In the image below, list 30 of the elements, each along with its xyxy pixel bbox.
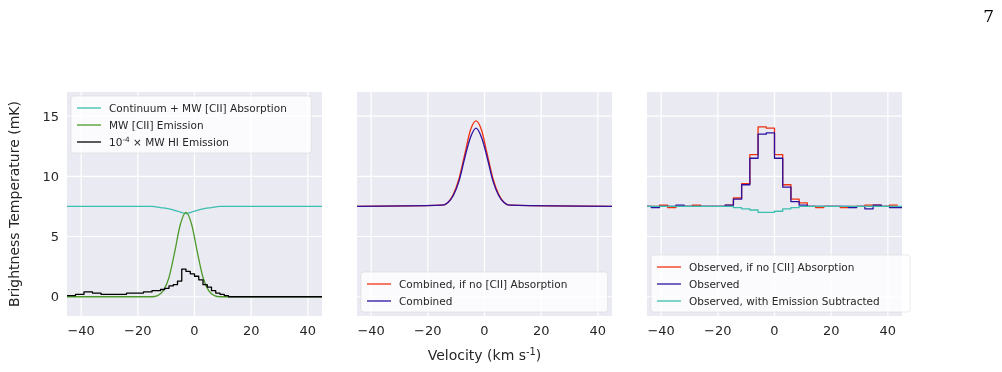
legend-label: Combined, if no [CII] Absorption (399, 278, 568, 290)
x-tick-label: 20 (822, 323, 840, 338)
y-tick-label: 10 (42, 168, 59, 184)
x-tick-label: 0 (770, 323, 779, 338)
legend-label: Observed, if no [CII] Absorption (689, 261, 855, 273)
legend-label: Combined (399, 295, 453, 307)
y-tick-label: 15 (42, 108, 59, 124)
legend-label: Observed, with Emission Subtracted (689, 295, 880, 307)
x-tick-label: 40 (589, 323, 607, 338)
legend-label: 10$^{-4}$ × MW HI Emission (109, 134, 230, 148)
x-tick-label: −20 (414, 323, 442, 338)
x-tick-label: 0 (480, 323, 489, 338)
y-tick-label: 5 (50, 229, 59, 245)
x-tick-label: −40 (647, 323, 675, 338)
x-tick-label: −40 (67, 323, 95, 338)
x-tick-label: 20 (242, 323, 260, 338)
legend-label: MW [CII] Emission (109, 119, 204, 131)
y-axis-title: Brightness Temperature (mK) (6, 101, 22, 307)
x-tick-label: 0 (190, 323, 199, 338)
y-tick-label: 0 (50, 289, 59, 305)
legend-label: Observed (689, 278, 740, 290)
x-tick-label: 40 (879, 323, 897, 338)
x-tick-label: −20 (124, 323, 152, 338)
x-tick-label: −40 (357, 323, 385, 338)
x-tick-label: −20 (704, 323, 732, 338)
text: 7 (983, 6, 994, 26)
x-tick-label: 40 (299, 323, 317, 338)
legend-label: Continuum + MW [CII] Absorption (109, 102, 287, 114)
x-axis-title: Velocity (km s$^{-1}$) (427, 345, 542, 363)
x-tick-label: 20 (532, 323, 550, 338)
